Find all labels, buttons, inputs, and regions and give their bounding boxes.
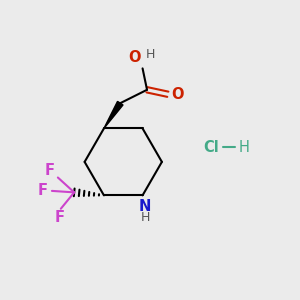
Polygon shape (104, 101, 123, 128)
Text: H: H (140, 211, 150, 224)
Text: H: H (238, 140, 249, 154)
Text: N: N (139, 199, 151, 214)
Text: O: O (128, 50, 140, 64)
Text: F: F (54, 209, 64, 224)
Text: O: O (171, 87, 184, 102)
Text: F: F (38, 183, 47, 198)
Text: Cl: Cl (203, 140, 219, 154)
Text: H: H (145, 48, 155, 61)
Text: F: F (45, 164, 55, 178)
